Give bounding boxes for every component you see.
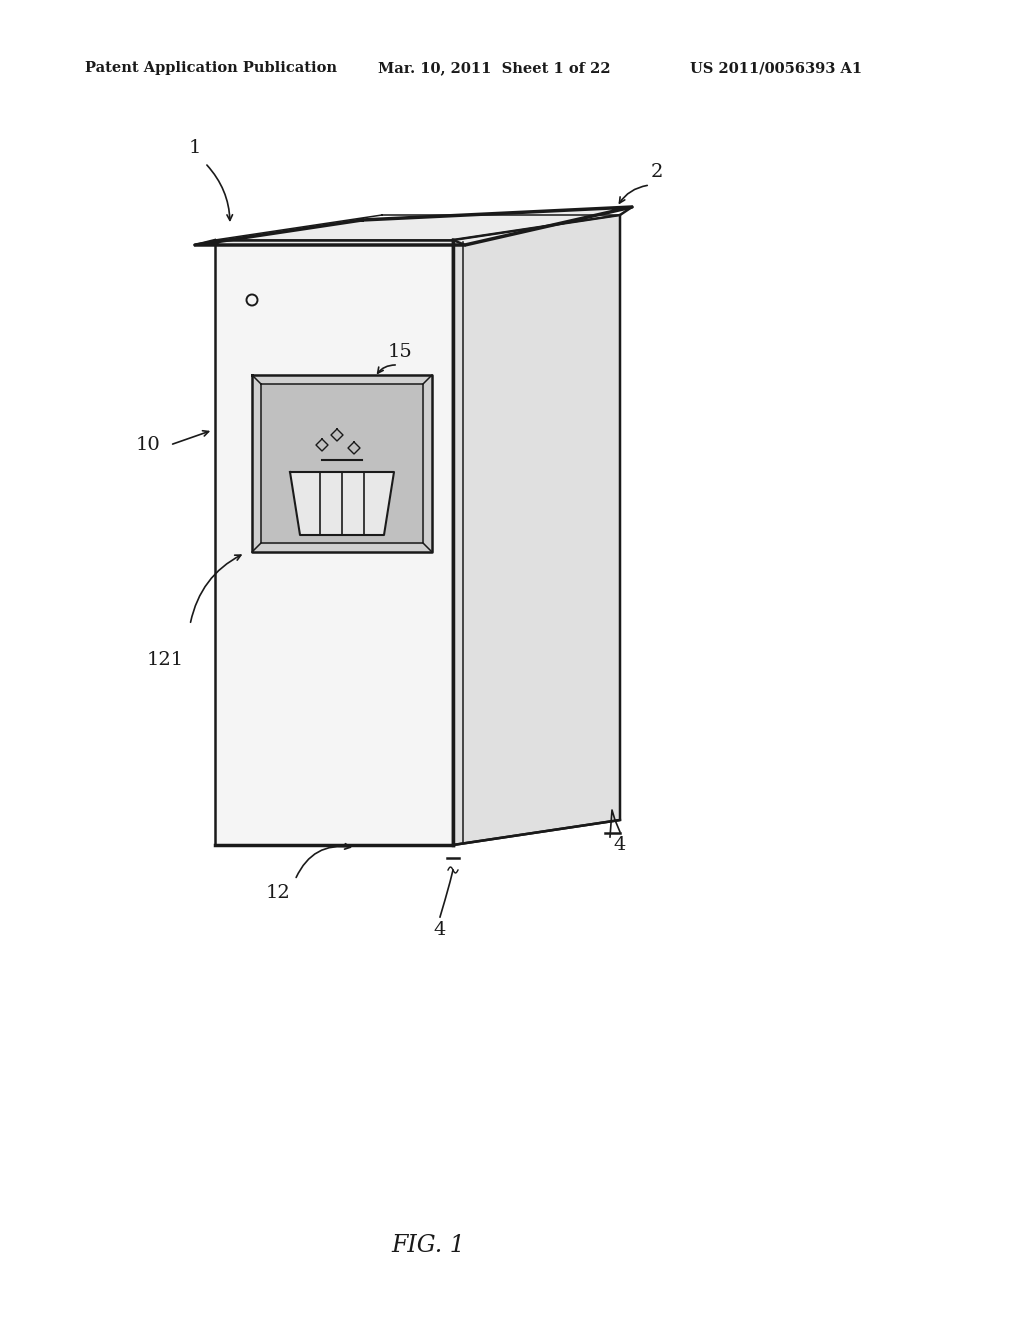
Text: 1: 1 xyxy=(188,139,201,157)
Polygon shape xyxy=(261,384,423,543)
Text: 2: 2 xyxy=(651,162,664,181)
Polygon shape xyxy=(195,207,632,246)
Polygon shape xyxy=(290,473,394,535)
Text: FIG. 1: FIG. 1 xyxy=(391,1233,465,1257)
Text: Mar. 10, 2011  Sheet 1 of 22: Mar. 10, 2011 Sheet 1 of 22 xyxy=(378,61,610,75)
Text: 4: 4 xyxy=(434,921,446,939)
Text: 121: 121 xyxy=(146,651,183,669)
Text: US 2011/0056393 A1: US 2011/0056393 A1 xyxy=(690,61,862,75)
Text: 12: 12 xyxy=(265,884,291,902)
Text: 4: 4 xyxy=(613,836,627,854)
Text: Patent Application Publication: Patent Application Publication xyxy=(85,61,337,75)
Polygon shape xyxy=(252,375,432,552)
Polygon shape xyxy=(215,240,453,845)
Text: 10: 10 xyxy=(135,436,161,454)
Text: 15: 15 xyxy=(388,343,413,360)
Polygon shape xyxy=(453,215,620,845)
